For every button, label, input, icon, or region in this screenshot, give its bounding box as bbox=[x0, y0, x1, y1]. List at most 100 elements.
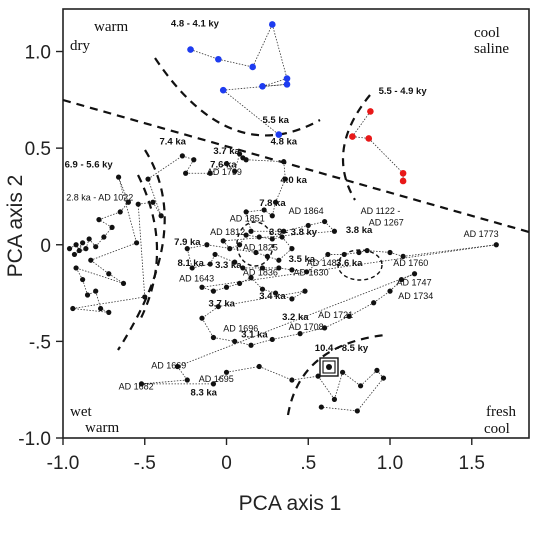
trajectory-segment bbox=[352, 111, 371, 137]
data-point bbox=[80, 276, 86, 283]
corner-top-right-1: cool bbox=[474, 25, 500, 41]
trajectory-segment bbox=[259, 366, 293, 381]
point-label: 3.2 ka bbox=[282, 312, 309, 323]
data-point bbox=[71, 251, 78, 258]
point-label: 4.8 ka bbox=[271, 136, 298, 147]
trajectory-segment bbox=[246, 209, 265, 213]
point-label: 8.3 ka bbox=[191, 387, 218, 398]
x-tick-label: 1.0 bbox=[377, 453, 403, 474]
trajectory-segment bbox=[103, 227, 113, 238]
data-point bbox=[66, 246, 73, 252]
data-point bbox=[289, 267, 295, 273]
data-point bbox=[325, 251, 331, 258]
point-label: AD 1643 bbox=[179, 273, 214, 283]
trajectory-segment bbox=[118, 176, 129, 203]
data-point bbox=[374, 367, 380, 373]
data-point bbox=[340, 369, 346, 375]
data-point bbox=[411, 271, 418, 277]
data-point bbox=[83, 246, 89, 252]
trajectory-segment bbox=[271, 24, 288, 79]
point-label: 2.8 ka - AD 1022 bbox=[66, 192, 133, 202]
point-label: AD 1773 bbox=[464, 229, 499, 239]
trajectory-segment bbox=[214, 254, 235, 263]
data-point bbox=[212, 251, 218, 258]
point-label: 3.5 ka bbox=[289, 254, 316, 265]
x-tick-label: -.5 bbox=[134, 453, 156, 474]
data-point bbox=[199, 315, 205, 321]
data-point bbox=[259, 286, 266, 292]
data-point bbox=[93, 288, 99, 294]
data-point bbox=[101, 234, 107, 240]
corner-top-right-2: saline bbox=[474, 41, 509, 57]
point-label: 7.6 ka bbox=[210, 159, 237, 170]
data-point bbox=[283, 75, 291, 82]
trajectory-segment bbox=[283, 225, 309, 232]
corner-bottom-right-1: fresh bbox=[486, 404, 516, 420]
data-point bbox=[364, 247, 370, 254]
trajectory-segment bbox=[234, 153, 240, 172]
trajectory-segment bbox=[213, 337, 235, 342]
trajectory-segment bbox=[186, 248, 193, 269]
data-point bbox=[73, 242, 79, 248]
point-label: 5.5 ka bbox=[262, 115, 289, 126]
data-point bbox=[215, 55, 222, 63]
trajectory-segment bbox=[90, 259, 110, 275]
trajectory-segment bbox=[360, 370, 378, 387]
trajectory-segment bbox=[119, 201, 129, 213]
trajectory-segment bbox=[218, 58, 253, 68]
trajectory-segment bbox=[271, 202, 276, 216]
data-point bbox=[243, 157, 249, 163]
data-point bbox=[204, 242, 210, 248]
data-point bbox=[73, 265, 79, 271]
data-point bbox=[80, 240, 86, 246]
data-point bbox=[93, 244, 99, 250]
point-label: AD 1122 - bbox=[361, 206, 401, 216]
corner-bottom-left-2: warm bbox=[85, 420, 119, 436]
data-point bbox=[249, 63, 256, 71]
data-point bbox=[227, 246, 233, 252]
data-point bbox=[219, 86, 227, 94]
data-point bbox=[398, 276, 405, 283]
data-point bbox=[115, 174, 122, 180]
data-point bbox=[253, 249, 259, 256]
data-point bbox=[259, 82, 266, 90]
point-label: 3.7 ka bbox=[213, 146, 240, 157]
data-point bbox=[365, 135, 373, 142]
data-point bbox=[269, 236, 275, 242]
trajectory-segment bbox=[190, 49, 219, 60]
divider-line bbox=[62, 98, 530, 234]
data-point bbox=[232, 259, 238, 265]
data-point bbox=[243, 232, 249, 238]
x-tick-label: 0 bbox=[221, 453, 232, 474]
data-point bbox=[269, 336, 275, 343]
data-point bbox=[125, 199, 132, 205]
data-point bbox=[272, 199, 279, 205]
data-point bbox=[179, 153, 185, 159]
data-point bbox=[184, 377, 190, 383]
trajectory-segment bbox=[223, 83, 288, 91]
data-point bbox=[232, 338, 238, 344]
point-label: AD 1734 bbox=[398, 291, 433, 301]
trajectory-segment bbox=[357, 377, 384, 412]
x-tick-label: -1.0 bbox=[47, 453, 80, 474]
data-point bbox=[302, 288, 308, 294]
trajectory-segment bbox=[299, 327, 325, 335]
data-point bbox=[158, 213, 164, 219]
blue-group-arc bbox=[154, 57, 321, 137]
data-point bbox=[243, 209, 249, 215]
data-point bbox=[223, 284, 230, 290]
data-point bbox=[297, 331, 303, 337]
data-point bbox=[380, 375, 387, 381]
marker-outer-square bbox=[319, 357, 339, 377]
bottom-group-arc bbox=[286, 333, 386, 416]
data-point bbox=[96, 217, 102, 223]
data-point bbox=[199, 284, 205, 290]
trajectory-segment bbox=[201, 317, 214, 338]
data-point bbox=[276, 265, 282, 271]
data-point bbox=[289, 377, 295, 383]
point-label: AD 1669 bbox=[151, 360, 186, 370]
point-label: 3.3 ka bbox=[215, 260, 242, 271]
point-label: AD 1267 bbox=[369, 217, 404, 227]
data-point bbox=[281, 228, 287, 234]
data-point bbox=[189, 265, 195, 271]
